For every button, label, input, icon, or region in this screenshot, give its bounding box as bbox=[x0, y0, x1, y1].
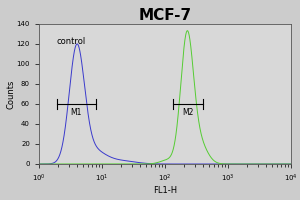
Title: MCF-7: MCF-7 bbox=[138, 8, 192, 23]
Text: control: control bbox=[57, 37, 86, 46]
Text: M2: M2 bbox=[182, 108, 194, 117]
X-axis label: FL1-H: FL1-H bbox=[153, 186, 177, 195]
Y-axis label: Counts: Counts bbox=[6, 79, 15, 109]
Text: M1: M1 bbox=[70, 108, 82, 117]
